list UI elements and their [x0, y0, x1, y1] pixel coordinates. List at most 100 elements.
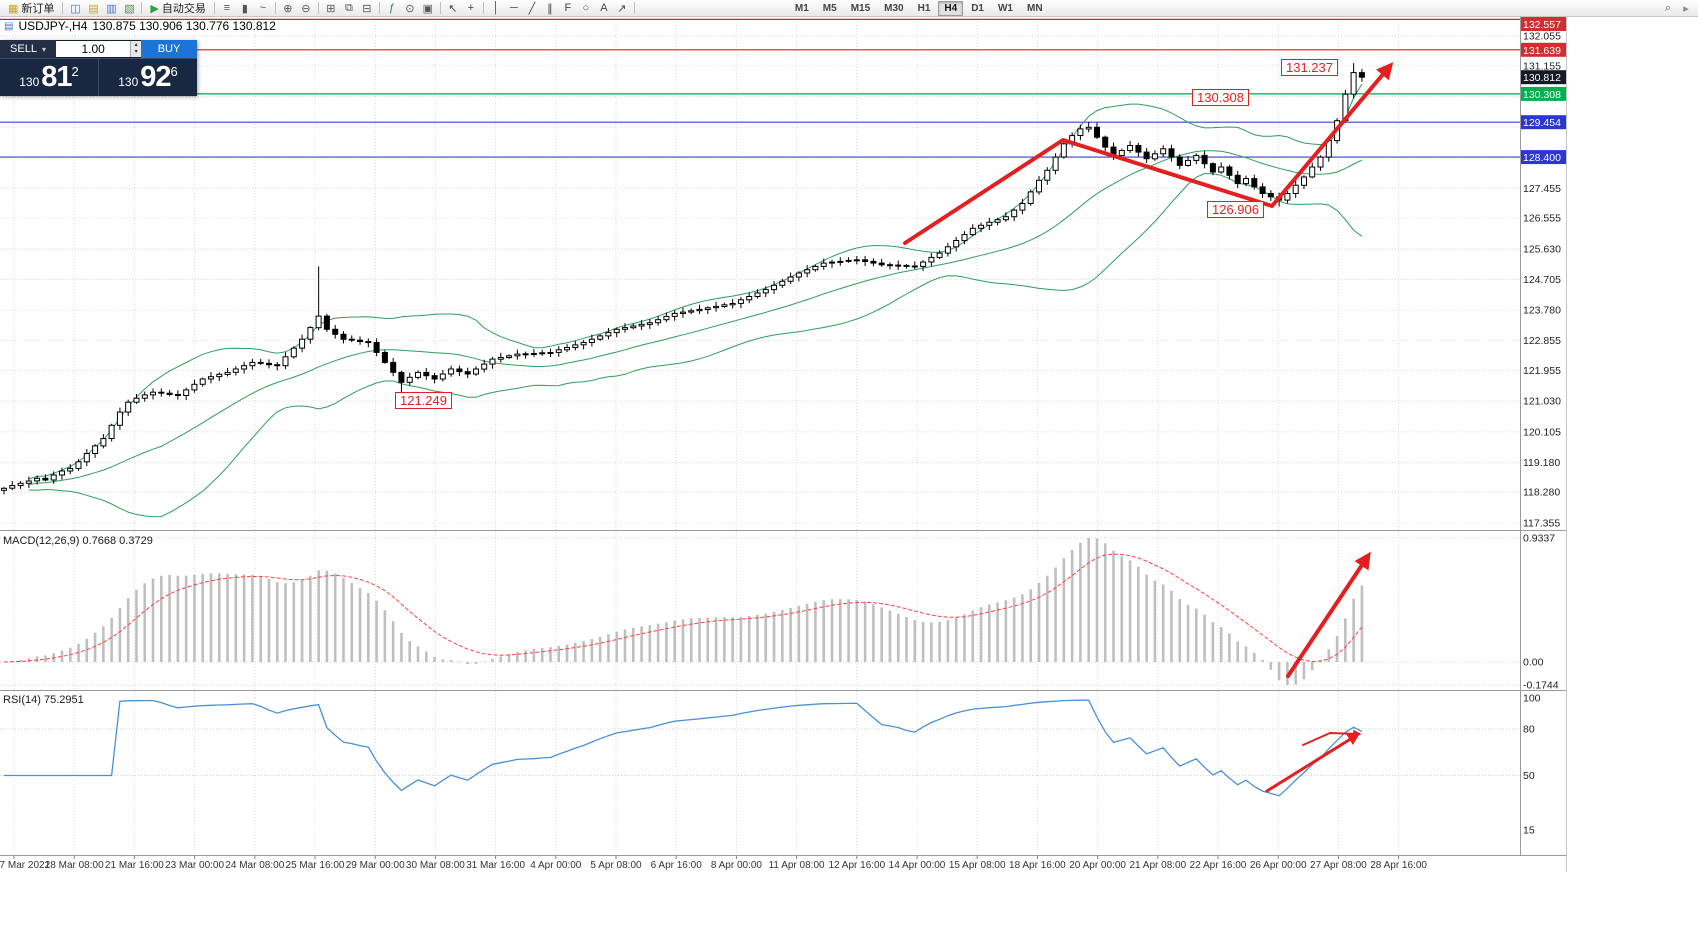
- panel-frames: [0, 16, 1567, 872]
- bar-chart-icon[interactable]: ≡: [218, 1, 236, 16]
- crosshair-icon-glyph-icon: +: [467, 2, 475, 14]
- date-axis-label: 4 Apr 00:00: [530, 860, 582, 871]
- timeframe-mn[interactable]: MN: [1026, 2, 1043, 14]
- price-axis[interactable]: 132.055 131.155 127.455 126.555 125.630 124.7…: [1523, 31, 1561, 530]
- volume-spinner[interactable]: ▴ ▾: [130, 41, 141, 57]
- boll-middle-line: [28, 150, 1363, 485]
- price-axis-label: 125.630: [1523, 243, 1561, 255]
- cascade-windows-icon[interactable]: ⧉: [340, 1, 358, 16]
- indicators-icon[interactable]: ƒ: [383, 1, 401, 16]
- fibonacci-icon-glyph-icon: F: [564, 2, 572, 14]
- timeframe-d1[interactable]: D1: [971, 2, 984, 14]
- sell-button[interactable]: SELL ▾: [0, 40, 56, 58]
- date-axis-label: 24 Mar 08:00: [225, 860, 284, 871]
- auto-trading-button[interactable]: ▶ 自动交易: [145, 1, 210, 16]
- new-order-button[interactable]: ▦ 新订单: [3, 1, 59, 16]
- rsi-axis-label: 15: [1523, 824, 1535, 836]
- crosshair-icon[interactable]: +: [462, 1, 480, 16]
- price-annotation-121.249[interactable]: 121.249: [395, 392, 452, 409]
- templates-icon[interactable]: ▣: [419, 1, 437, 16]
- zoom-in-icon[interactable]: ⊕: [279, 1, 297, 16]
- date-axis-label: 14 Apr 00:00: [889, 860, 946, 871]
- volume-increase-icon[interactable]: ▴: [134, 42, 138, 49]
- shapes-icon[interactable]: ○: [577, 1, 595, 16]
- navigator-icon[interactable]: ▧: [120, 1, 138, 16]
- price-annotation-130.308[interactable]: 130.308: [1192, 89, 1249, 106]
- price-axis-label: 126.555: [1523, 213, 1561, 225]
- rsi-arrow-small[interactable]: [1302, 729, 1362, 746]
- chart-ohlc-values: 130.875 130.906 130.776 130.812: [92, 19, 276, 33]
- sell-price-sup: 2: [71, 64, 79, 79]
- horizontal-price-lines[interactable]: [0, 18, 1520, 158]
- search-icon-glyph-icon: ⌕: [1664, 1, 1672, 14]
- sell-price-button[interactable]: 130 81 2: [0, 59, 99, 96]
- quick-nav-arrow-icon-glyph-icon: ▸: [1683, 2, 1689, 15]
- toolbar-separator: [141, 2, 143, 14]
- price-badges: 132.557 131.639 130.812 130.308 129.454 128.4…: [1521, 17, 1566, 165]
- price-axis-label: 123.780: [1523, 305, 1561, 317]
- tile-vertical-icon[interactable]: ⊟: [358, 1, 376, 16]
- search-icon[interactable]: ⌕: [1659, 1, 1677, 16]
- rsi-axis-label: 50: [1523, 770, 1535, 782]
- line-chart-icon-glyph-icon: ~: [259, 2, 267, 14]
- trend-arrows[interactable]: [903, 62, 1394, 793]
- cascade-windows-icon-glyph-icon: ⧉: [344, 1, 353, 14]
- rsi-indicator-title: RSI(14) 75.2951: [3, 694, 84, 706]
- indicators-icon-glyph-icon: ƒ: [388, 2, 395, 14]
- price-annotation-131.237[interactable]: 131.237: [1281, 59, 1338, 76]
- channel-icon[interactable]: ∥: [541, 1, 559, 16]
- volume-decrease-icon[interactable]: ▾: [134, 49, 138, 55]
- buy-button[interactable]: BUY: [141, 40, 197, 58]
- timeframe-w1[interactable]: W1: [997, 2, 1013, 14]
- horizontal-line-icon[interactable]: ─: [505, 1, 523, 16]
- price-axis-label: 117.355: [1523, 517, 1560, 529]
- profiles-icon[interactable]: ▤: [84, 1, 102, 16]
- vertical-line-icon[interactable]: │: [487, 1, 505, 16]
- quick-nav-arrow-icon[interactable]: ▸: [1677, 1, 1695, 16]
- text-icon[interactable]: A: [595, 1, 613, 16]
- arrows-icon[interactable]: ↗: [613, 1, 631, 16]
- timeframe-m1[interactable]: M1: [794, 2, 809, 14]
- date-axis-label: 20 Apr 00:00: [1069, 860, 1126, 871]
- volume-input[interactable]: [56, 41, 131, 57]
- tile-windows-icon[interactable]: ⊞: [322, 1, 340, 16]
- vertical-line-icon-glyph-icon: │: [492, 2, 500, 14]
- boll-lower-line: [28, 172, 1363, 518]
- date-axis-label: 17 Mar 2022: [0, 860, 51, 871]
- timeframe-h1[interactable]: H1: [917, 2, 931, 14]
- horizontal-line-icon-glyph-icon: ─: [509, 2, 518, 14]
- rsi-grid: 100 80 50 15: [0, 693, 1541, 836]
- sell-label: SELL: [10, 43, 37, 55]
- navigator-icon-glyph-icon: ▧: [124, 2, 135, 15]
- timeframe-m5[interactable]: M5: [822, 2, 837, 14]
- new-order-glyph-icon: ▦: [8, 2, 19, 15]
- cursor-icon[interactable]: ↖: [444, 1, 462, 16]
- price-annotation-126.906[interactable]: 126.906: [1207, 201, 1264, 218]
- market-watch-icon[interactable]: ▥: [102, 1, 120, 16]
- timeframe-m15[interactable]: M15: [850, 2, 871, 14]
- one-click-top-row: SELL ▾ ▴ ▾ BUY: [0, 40, 197, 58]
- fibonacci-icon[interactable]: F: [559, 1, 577, 16]
- price-axis-label: 119.180: [1523, 457, 1560, 469]
- macd-arrow[interactable]: [1286, 551, 1371, 678]
- line-chart-icon[interactable]: ~: [254, 1, 272, 16]
- trend-arrow-main[interactable]: [903, 62, 1394, 245]
- candlestick-chart-icon[interactable]: ▮: [236, 1, 254, 16]
- zoom-out-icon[interactable]: ⊖: [297, 1, 315, 16]
- date-axis-label: 27 Apr 08:00: [1310, 860, 1367, 871]
- trendline-icon[interactable]: ╱: [523, 1, 541, 16]
- charts-grid-icon[interactable]: ◫: [66, 1, 84, 16]
- channel-icon-glyph-icon: ∥: [547, 2, 553, 15]
- rsi-axis-label: 100: [1523, 693, 1541, 705]
- buy-price-button[interactable]: 130 92 6: [99, 59, 197, 96]
- toolbar: ▦ 新订单 ◫ ▤ ▥ ▧ ▶ 自动交易 ≡ ▮ ~ ⊕ ⊖ ⊞ ⧉ ⊟ ƒ ⊙ ▣ ↖ + │ ─ ╱ ∥ F ○ A ↗ M1 M5 M…: [0, 0, 1698, 17]
- candles: [1, 63, 1365, 495]
- timeframe-h4[interactable]: H4: [938, 0, 964, 16]
- price-axis-label: 132.055: [1523, 31, 1561, 43]
- sell-options-caret-icon[interactable]: ▾: [41, 44, 46, 54]
- periods-icon[interactable]: ⊙: [401, 1, 419, 16]
- rsi-arrow[interactable]: [1265, 733, 1361, 793]
- timeframe-m30[interactable]: M30: [884, 2, 904, 14]
- toolbar-separator: [378, 2, 380, 14]
